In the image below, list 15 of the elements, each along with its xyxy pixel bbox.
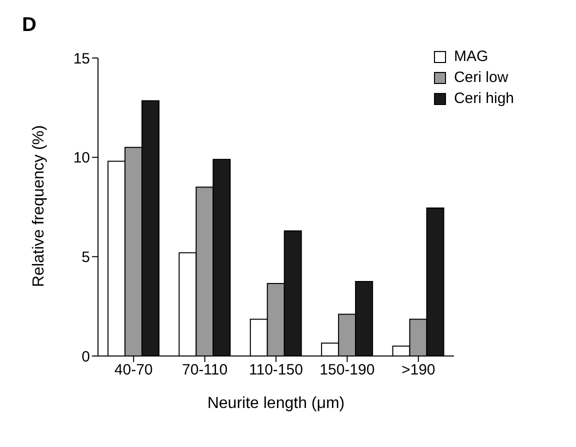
x-tick-label: 40-70 <box>114 362 153 379</box>
y-tick-label: 10 <box>73 150 90 167</box>
legend-label: MAG <box>454 48 488 65</box>
legend-label: Ceri low <box>454 69 508 86</box>
y-tick-label: 15 <box>73 50 90 68</box>
y-tick-label: 5 <box>82 248 90 266</box>
chart-title: D <box>22 14 36 37</box>
y-tick-label: 0 <box>82 348 90 366</box>
x-axis-title: Neurite length (μm) <box>207 395 345 412</box>
y-axis-title: Relative frequency (%) <box>30 125 48 287</box>
x-tick-label: 150-190 <box>320 362 375 379</box>
x-tick-label: 110-150 <box>249 362 303 379</box>
x-tick-label: 70-110 <box>182 362 228 379</box>
legend-label: Ceri high <box>454 90 514 107</box>
x-tick-label: >190 <box>401 362 436 379</box>
